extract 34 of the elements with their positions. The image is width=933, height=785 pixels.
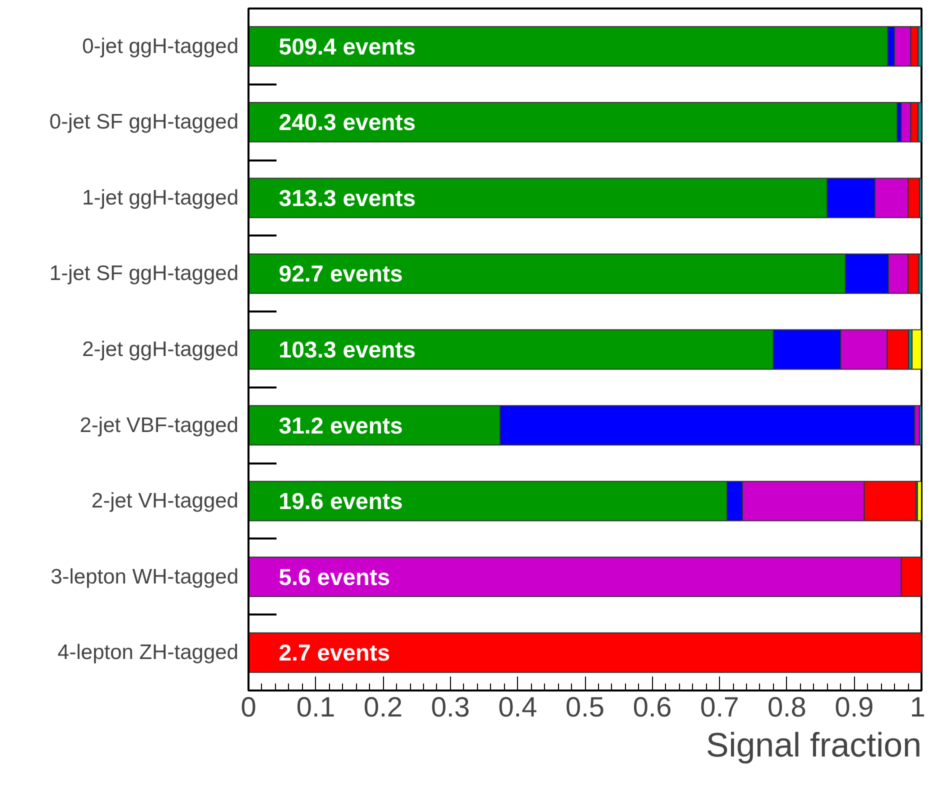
- x-tick-label: 0: [240, 692, 256, 722]
- annotation: 509.4 events: [278, 33, 416, 60]
- bar: [248, 102, 898, 142]
- bar: [918, 405, 922, 446]
- y-tick-label: 2-jet ggH-tagged: [82, 338, 239, 361]
- y-tick-label: 1-jet ggH-tagged: [82, 186, 239, 210]
- annotation: 240.3 events: [278, 109, 416, 136]
- x-tick-label: 0.3: [430, 692, 470, 722]
- y-tick-label: 4-lepton ZH-tagged: [58, 641, 239, 664]
- y-tick-label: 1-jet SF ggH-tagged: [49, 262, 239, 286]
- x-tick-label: 0.8: [767, 692, 806, 722]
- x-axis-title: Signal fraction: [706, 726, 922, 764]
- x-tick-label: 1: [910, 692, 926, 722]
- x-tick-label: 0.1: [296, 692, 336, 722]
- annotation: 19.6 events: [278, 488, 403, 514]
- y-tick-label: 0-jet SF ggH-tagged: [49, 110, 239, 134]
- annotation: 92.7 events: [278, 260, 403, 287]
- x-tick-label: 0.9: [834, 692, 874, 722]
- bar: [912, 329, 922, 370]
- x-tick-label: 0.2: [364, 692, 403, 722]
- annotation: 313.3 events: [278, 184, 416, 211]
- annotation: 103.3 events: [278, 336, 416, 362]
- annotation: 2.7 events: [278, 640, 390, 666]
- x-tick-label: 0.6: [632, 692, 672, 722]
- y-tick-label: 2-jet VBF-tagged: [80, 414, 239, 437]
- annotation: 5.6 events: [278, 564, 390, 590]
- y-tick-label: 3-lepton WH-tagged: [50, 565, 239, 588]
- bar: [248, 632, 922, 673]
- x-tick-label: 0.5: [566, 692, 604, 722]
- annotation: 31.2 events: [278, 412, 403, 438]
- y-tick-label: 0-jet ggH-tagged: [82, 34, 239, 58]
- x-tick-label: 0.4: [498, 692, 538, 722]
- x-tick-label: 0.7: [700, 692, 740, 722]
- y-tick-label: 2-jet VH-tagged: [91, 490, 239, 513]
